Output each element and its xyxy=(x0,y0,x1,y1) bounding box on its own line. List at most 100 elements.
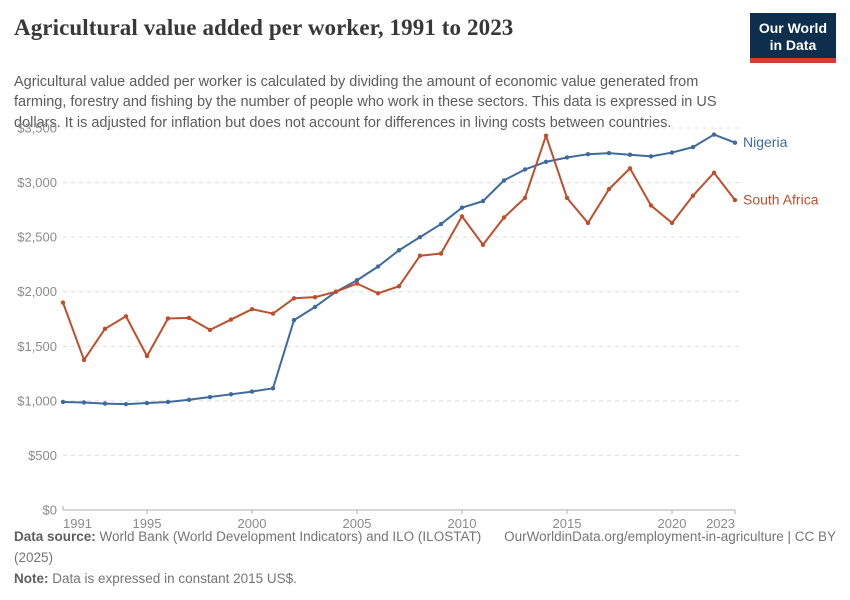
south-africa-point[interactable] xyxy=(123,314,129,319)
x-axis-label: 1995 xyxy=(133,516,162,531)
south-africa-point[interactable] xyxy=(417,253,423,258)
nigeria-point[interactable] xyxy=(543,159,549,165)
south-africa-point[interactable] xyxy=(627,166,633,171)
nigeria-point[interactable] xyxy=(228,392,234,397)
nigeria-point[interactable] xyxy=(60,399,66,405)
x-axis-label: 2005 xyxy=(343,516,372,531)
nigeria-point[interactable] xyxy=(669,150,675,155)
south-africa-point[interactable] xyxy=(396,284,402,289)
y-axis-label: $500 xyxy=(28,448,57,463)
nigeria-point[interactable] xyxy=(249,389,255,394)
south-africa-point[interactable] xyxy=(522,195,528,201)
y-axis-label: $3,500 xyxy=(17,121,57,136)
nigeria-point[interactable] xyxy=(270,386,276,391)
nigeria-point[interactable] xyxy=(564,155,570,160)
nigeria-point[interactable] xyxy=(123,401,129,407)
nigeria-point[interactable] xyxy=(648,154,654,159)
owid-logo[interactable]: Our World in Data xyxy=(749,13,836,64)
nigeria-point[interactable] xyxy=(312,304,318,310)
south-africa-point[interactable] xyxy=(249,306,255,312)
page-title: Agricultural value added per worker, 199… xyxy=(14,15,514,40)
note-value: Data is expressed in constant 2015 US$. xyxy=(52,571,297,586)
south-africa-point[interactable] xyxy=(711,170,717,175)
south-africa-point[interactable] xyxy=(480,242,486,247)
nigeria-point[interactable] xyxy=(690,144,696,150)
south-africa-label[interactable]: South Africa xyxy=(743,192,819,208)
south-africa-point[interactable] xyxy=(732,197,738,203)
south-africa-point[interactable] xyxy=(585,220,591,226)
south-africa-point[interactable] xyxy=(165,316,171,321)
note-text: Note: Data is expressed in constant 2015… xyxy=(14,568,836,589)
nigeria-point[interactable] xyxy=(144,400,150,406)
nigeria-point[interactable] xyxy=(459,205,465,210)
x-axis-label: 2023 xyxy=(706,516,735,531)
chart-area: $0 $500 $1,000 $1,500 $2,000 $2,500 $3,000 $3,5… xyxy=(0,112,850,540)
nigeria-point[interactable] xyxy=(81,400,87,405)
chart-header: Agricultural value added per worker, 199… xyxy=(0,0,850,133)
nigeria-point[interactable] xyxy=(375,264,381,269)
nigeria-point[interactable] xyxy=(102,401,108,406)
south-africa-point[interactable] xyxy=(690,193,696,198)
x-axis-label: 2020 xyxy=(658,516,687,531)
data-source-value: World Bank (World Development Indicators… xyxy=(14,529,482,565)
x-axis-label: 2015 xyxy=(553,516,582,531)
nigeria-point[interactable] xyxy=(711,132,717,137)
south-africa-point[interactable] xyxy=(81,357,87,363)
nigeria-point[interactable] xyxy=(522,167,528,172)
nigeria-label[interactable]: Nigeria xyxy=(743,134,788,150)
y-axis-label: $2,500 xyxy=(17,230,57,245)
nigeria-point[interactable] xyxy=(396,248,402,253)
south-africa-point[interactable] xyxy=(543,133,549,138)
line-chart: $0 $500 $1,000 $1,500 $2,000 $2,500 $3,000 $3,5… xyxy=(17,121,819,532)
nigeria-point[interactable] xyxy=(627,152,633,157)
nigeria-point[interactable] xyxy=(165,399,171,405)
data-source-text: Data source: World Bank (World Developme… xyxy=(14,526,484,568)
nigeria-point[interactable] xyxy=(186,397,192,402)
south-africa-point[interactable] xyxy=(144,353,150,359)
south-africa-point[interactable] xyxy=(375,291,381,296)
south-africa-point[interactable] xyxy=(459,214,465,219)
south-africa-point[interactable] xyxy=(564,195,570,201)
y-axis-label: $2,000 xyxy=(17,284,57,299)
note-label: Note: xyxy=(14,571,49,586)
x-axis-label: 2000 xyxy=(238,516,267,531)
south-africa-point[interactable] xyxy=(207,327,213,333)
nigeria-point[interactable] xyxy=(354,278,360,283)
y-axis-label: $1,500 xyxy=(17,339,57,354)
south-africa-line[interactable] xyxy=(62,134,736,361)
y-axis-label: $0 xyxy=(43,503,57,518)
nigeria-point[interactable] xyxy=(732,140,738,145)
south-africa-point[interactable] xyxy=(648,203,654,208)
south-africa-point[interactable] xyxy=(669,220,675,226)
south-africa-point[interactable] xyxy=(438,251,444,256)
south-africa-point[interactable] xyxy=(186,315,192,321)
chart-subtitle: Agricultural value added per worker is c… xyxy=(14,74,717,131)
nigeria-point[interactable] xyxy=(417,234,423,240)
south-africa-point[interactable] xyxy=(291,296,297,301)
south-africa-point[interactable] xyxy=(312,294,318,300)
south-africa-point[interactable] xyxy=(228,317,234,322)
y-axis-label: $1,000 xyxy=(17,393,57,408)
data-source-label: Data source: xyxy=(14,529,96,544)
south-africa-point[interactable] xyxy=(60,300,66,305)
south-africa-point[interactable] xyxy=(606,186,612,192)
nigeria-point[interactable] xyxy=(585,151,591,157)
nigeria-point[interactable] xyxy=(480,198,486,204)
chart-footer: Data source: World Bank (World Developme… xyxy=(14,526,836,589)
permalink-link[interactable]: OurWorldinData.org/employment-in-agricul… xyxy=(504,529,836,544)
south-africa-point[interactable] xyxy=(102,326,108,332)
nigeria-point[interactable] xyxy=(207,394,213,400)
nigeria-point[interactable] xyxy=(501,178,507,183)
nigeria-point[interactable] xyxy=(438,221,444,227)
nigeria-point[interactable] xyxy=(606,150,612,156)
x-axis-label: 1991 xyxy=(63,516,92,531)
x-axis-label: 2010 xyxy=(448,516,477,531)
south-africa-point[interactable] xyxy=(333,289,339,294)
south-africa-point[interactable] xyxy=(501,215,507,220)
south-africa-point[interactable] xyxy=(354,281,360,286)
owid-logo-line2: in Data xyxy=(769,36,817,53)
owid-logo-line1: Our World xyxy=(758,20,827,36)
nigeria-point[interactable] xyxy=(291,317,297,323)
south-africa-point[interactable] xyxy=(270,311,276,316)
